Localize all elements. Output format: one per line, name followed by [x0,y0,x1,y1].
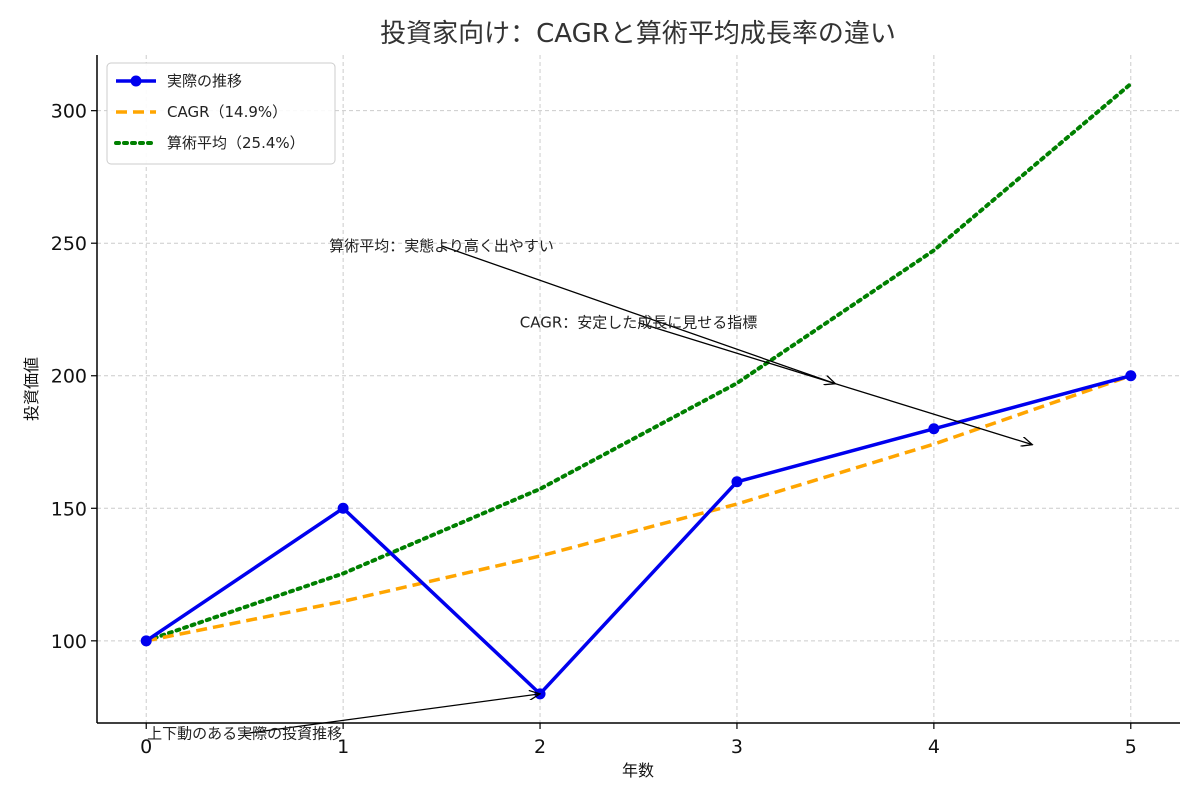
x-tick-label-5: 5 [1125,736,1137,758]
legend-marker-0 [130,75,142,87]
x-axis-label: 年数 [622,761,654,780]
grid [97,55,1180,723]
y-tick-label-150: 150 [51,498,87,520]
series-0-point-1 [337,502,349,514]
legend-label-0: 実際の推移 [167,72,242,90]
x-tick-label-3: 3 [731,736,743,758]
series-0-point-5 [1125,370,1137,382]
legend: 実際の推移 CAGR（14.9%） 算術平均（25.4%） [106,62,336,165]
x-tick-label-0: 0 [140,736,152,758]
legend-box [106,62,336,165]
x-tick-label-2: 2 [534,736,546,758]
annotation-text-2: 上下動のある実際の投資推移 [147,725,342,743]
series-line-0 [145,374,1132,696]
annotation-arrow-2 [244,694,540,735]
ticks: 0 1 2 3 4 5 100 150 200 250 300 [51,101,1137,758]
y-tick-label-200: 200 [51,366,87,388]
annotation-arrow-0 [441,245,836,384]
series-0-point-3 [731,476,743,488]
y-tick-label-300: 300 [51,101,87,123]
series-line-2 [144,81,1133,643]
series-0-point-4 [928,423,940,435]
annotation-arrow-1 [638,322,1033,445]
legend-label-2: 算術平均（25.4%） [167,134,305,152]
y-axis-label: 投資価値 [22,357,41,421]
y-tick-label-250: 250 [51,233,87,255]
legend-label-1: CAGR（14.9%） [167,103,287,121]
x-tick-label-4: 4 [928,736,940,758]
x-tick-label-1: 1 [337,736,349,758]
y-tick-label-100: 100 [51,631,87,653]
chart-title: 投資家向け：CAGRと算術平均成長率の違い [380,19,896,49]
annotation-text-1: CAGR：安定した成長に見せる指標 [520,314,758,332]
annotation-text-0: 算術平均：実態より高く出やすい [329,237,554,255]
annotations: 算術平均：実態より高く出やすい CAGR：安定した成長に見せる指標上下動のある実際… [147,237,1032,743]
series-layer [140,81,1137,700]
series-0-point-0 [140,635,152,647]
